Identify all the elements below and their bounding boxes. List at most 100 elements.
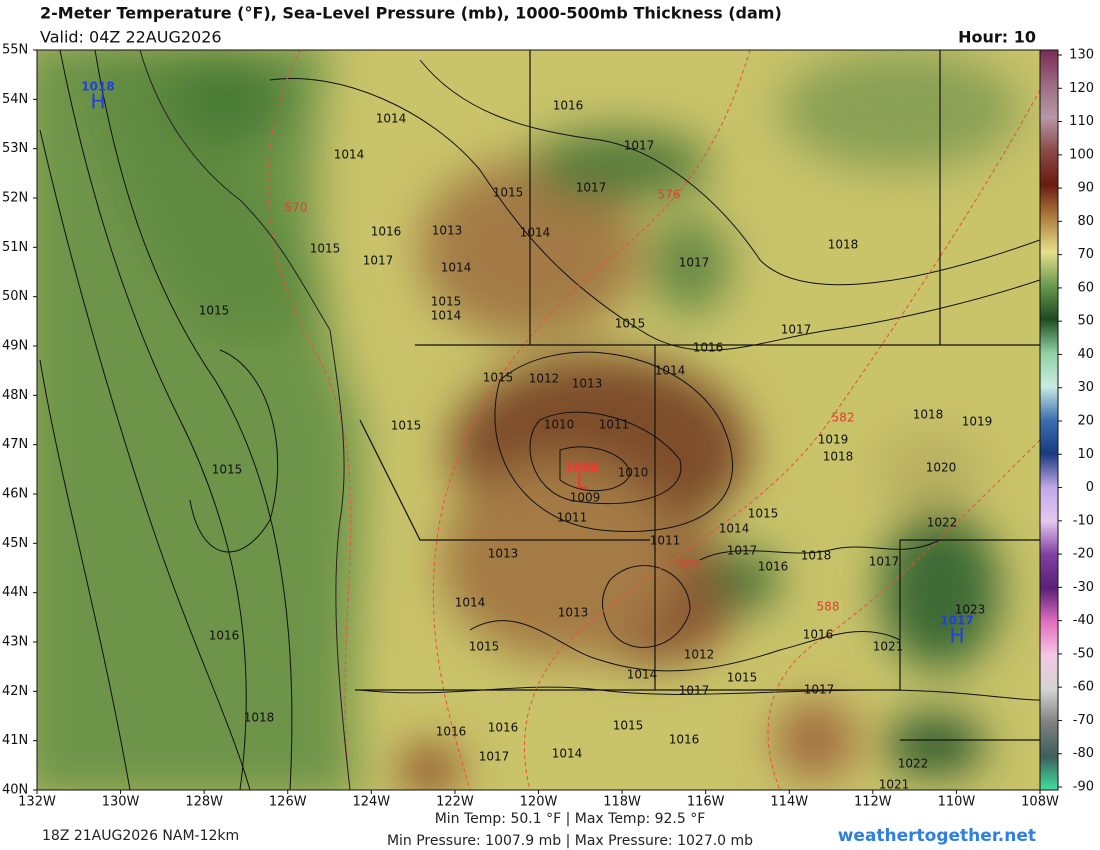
colorbar-label: 50 [1077, 314, 1094, 329]
isobar-label: 1016 [693, 341, 724, 355]
colorbar-label: 10 [1077, 447, 1094, 462]
isobar-label: 1016 [371, 225, 402, 239]
thickness-label: 582 [832, 411, 855, 425]
colorbar-label: 80 [1077, 214, 1094, 229]
lat-label: 46N [2, 487, 28, 502]
isobar-label: 1018 [823, 450, 854, 464]
lon-label: 126W [269, 795, 307, 810]
isobar-label: 1014 [334, 148, 365, 162]
isobar-label: 1014 [719, 522, 750, 536]
colorbar-label: -20 [1073, 547, 1094, 562]
lat-label: 53N [2, 141, 28, 156]
pressure-range: Min Pressure: 1007.9 mb | Max Pressure: … [387, 833, 753, 849]
high-marker: H [90, 90, 105, 114]
model-run: 18Z 21AUG2026 NAM-12km [42, 828, 239, 844]
isobar-label: 1015 [310, 242, 341, 256]
lat-label: 44N [2, 585, 28, 600]
isobar-label: 1012 [529, 372, 560, 386]
temperature-shading [37, 50, 1020, 790]
high-pressure-value: 1018 [81, 80, 114, 94]
colorbar-label: -60 [1073, 680, 1094, 695]
isobar-label: 1014 [520, 226, 551, 240]
colorbar-label: 20 [1077, 414, 1094, 429]
isobar-label: 1017 [781, 323, 812, 337]
isobar-label: 1014 [455, 596, 486, 610]
isobar-label: 1022 [927, 516, 958, 530]
lat-label: 41N [2, 733, 28, 748]
colorbar-label: 30 [1077, 380, 1094, 395]
isobar-label: 1017 [363, 254, 394, 268]
colorbar-label: -40 [1073, 613, 1094, 628]
lat-label: 48N [2, 388, 28, 403]
isobar-label: 1021 [873, 640, 904, 654]
lat-label: 54N [2, 92, 28, 107]
isobar-label: 1015 [483, 371, 514, 385]
isobar-label: 1017 [804, 683, 835, 697]
lat-label: 45N [2, 536, 28, 551]
isobar-label: 1017 [869, 555, 900, 569]
map [37, 50, 1040, 790]
isobar-label: 1012 [684, 648, 715, 662]
colorbar-label: 130 [1069, 48, 1094, 63]
isobar-label: 1019 [962, 415, 993, 429]
isobar-label: 1015 [613, 719, 644, 733]
colorbar-label: 120 [1069, 81, 1094, 96]
colorbar-label: 60 [1077, 280, 1094, 295]
isobar-label: 1016 [553, 99, 584, 113]
coastline [139, 50, 351, 790]
colorbar-label: 70 [1077, 247, 1094, 262]
isobar-label: 1022 [898, 757, 929, 771]
title: 2-Meter Temperature (°F), Sea-Level Pres… [40, 4, 782, 23]
isobar-label: 1016 [436, 725, 467, 739]
lat-label: 49N [2, 339, 28, 354]
isobar-label: 1014 [627, 668, 658, 682]
isobar-label: 1010 [618, 466, 649, 480]
colorbar-label: 110 [1069, 114, 1094, 129]
colorbar-label: -80 [1073, 746, 1094, 761]
high-marker: H [949, 624, 964, 648]
forecast-hour: Hour: 10 [958, 28, 1036, 47]
isobar-label: 1014 [552, 747, 583, 761]
isobar-label: 1016 [209, 629, 240, 643]
high-pressure-value: 1017 [940, 614, 973, 628]
isobar-label: 1013 [558, 606, 589, 620]
borders [355, 50, 1040, 741]
colorbar-label: 40 [1077, 347, 1094, 362]
isobar-label: 1015 [493, 186, 524, 200]
colorbar-label: 0 [1086, 480, 1094, 495]
colorbar-label: 90 [1077, 181, 1094, 196]
low-marker: L [576, 470, 588, 494]
lat-label: 40N [2, 783, 28, 798]
isobar-label: 1016 [803, 628, 834, 642]
temp-range: Min Temp: 50.1 °F | Max Temp: 92.5 °F [435, 811, 706, 827]
isobar-label: 1013 [488, 547, 519, 561]
isobar-label: 1017 [679, 684, 710, 698]
colorbar [1039, 49, 1059, 791]
isobar-label: 1023 [955, 603, 986, 617]
isobar-label: 1019 [818, 433, 849, 447]
lon-label: 114W [770, 795, 808, 810]
lat-label: 51N [2, 240, 28, 255]
isobar-label: 1011 [650, 534, 681, 548]
valid-time: Valid: 04Z 22AUG2026 [40, 28, 222, 47]
isobar-label: 1015 [199, 304, 230, 318]
isobar-label: 1014 [441, 261, 472, 275]
lon-label: 122W [436, 795, 474, 810]
isobar-label: 1017 [624, 139, 655, 153]
isobar-label: 1015 [431, 295, 462, 309]
isobar-label: 1017 [679, 256, 710, 270]
isobar-label: 1015 [391, 419, 422, 433]
isobar-label: 1014 [655, 364, 686, 378]
colorbar-label: 100 [1069, 147, 1094, 162]
lon-label: 130W [102, 795, 140, 810]
isobar-label: 1018 [801, 549, 832, 563]
colorbar-label: -70 [1073, 713, 1094, 728]
site: weathertogether.net [838, 826, 1036, 846]
isobar-label: 1017 [479, 750, 510, 764]
thickness-lines [267, 50, 1040, 790]
low-pressure-value: 1008 [565, 461, 598, 475]
isobar-label: 1011 [599, 418, 630, 432]
isobar-label: 1015 [469, 640, 500, 654]
lat-label: 50N [2, 289, 28, 304]
